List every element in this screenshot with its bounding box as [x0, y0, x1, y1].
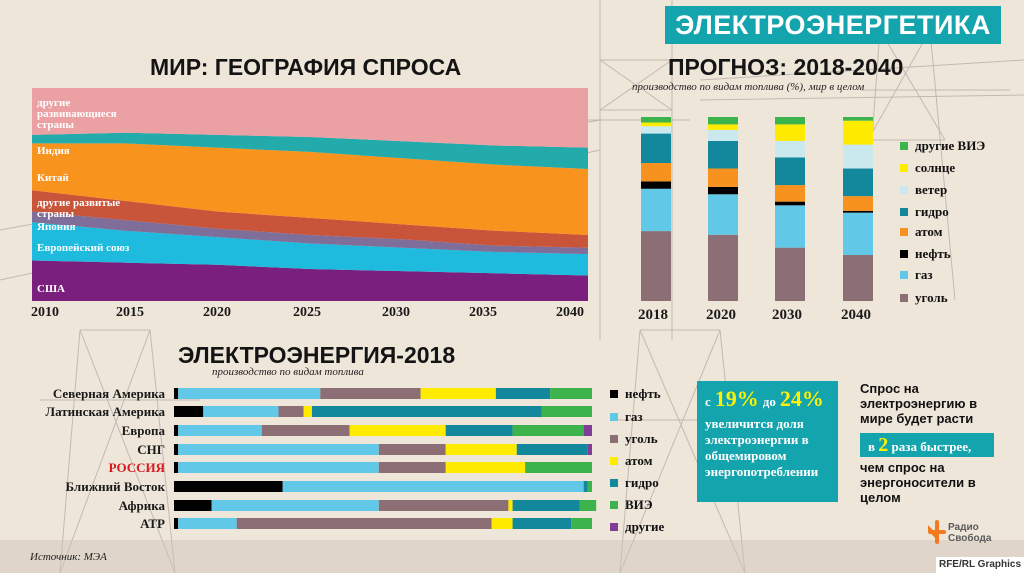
area-x-tick: 2010 — [31, 305, 59, 320]
area-x-tick: 2040 — [556, 305, 584, 320]
demand-box-number: 2 — [878, 434, 889, 456]
radio-svoboda-logo-icon — [925, 520, 946, 544]
forecast-x-tick: 2040 — [841, 307, 871, 323]
legend-wind: ветер — [900, 182, 947, 198]
area-chart-title: МИР: ГЕОГРАФИЯ СПРОСА — [150, 54, 462, 80]
forecast-title: ПРОГНОЗ: 2018-2040 — [668, 54, 904, 80]
legend-oil: нефть — [900, 246, 951, 262]
area-label-japan: Япония — [37, 221, 76, 233]
radio-svoboda-logo-text: Радио Свобода — [948, 522, 992, 544]
graphics-credit: RFE/RL Graphics — [936, 557, 1024, 573]
elec-title: ЭЛЕКТРОЭНЕРГИЯ-2018 — [178, 342, 456, 368]
elec-legend-renewables: ВИЭ — [610, 497, 653, 513]
area-label-developing: другие развивающиеся страны — [37, 97, 117, 131]
area-x-tick: 2015 — [116, 305, 144, 320]
forecast-x-tick: 2018 — [638, 307, 668, 323]
area-label-china: Китай — [37, 172, 69, 184]
legend-coal: уголь — [900, 290, 948, 306]
highlight-mid: до — [762, 394, 776, 409]
area-x-tick: 2020 — [203, 305, 231, 320]
legend-solar: солнце — [900, 160, 955, 176]
legend-nuclear: атом — [900, 224, 943, 240]
forecast-subtitle: производство по видам топлива (%), мир в… — [632, 81, 865, 93]
area-x-tick: 2035 — [469, 305, 497, 320]
demand-note-bottom: чем спрос на энергоносители в целом — [860, 460, 976, 505]
elec-legend-gas: газ — [610, 409, 643, 425]
elec-legend-other: другие — [610, 519, 664, 535]
legend-other-renewables: другие ВИЭ — [900, 138, 985, 154]
elec-legend-coal: уголь — [610, 431, 658, 447]
banner-title: ЭЛЕКТРОЭНЕРГЕТИКА — [665, 6, 1001, 44]
area-label-eu: Европейский союз — [37, 242, 130, 254]
demand-note-top: Спрос на электроэнергию в мире будет рас… — [860, 381, 978, 426]
forecast-x-tick: 2030 — [772, 307, 802, 323]
area-x-tick: 2030 — [382, 305, 410, 320]
elec-legend-nuclear: атом — [610, 453, 653, 469]
legend-gas: газ — [900, 267, 933, 283]
demand-box-post: раза быстрее, — [891, 439, 972, 454]
area-label-india: Индия — [37, 145, 70, 157]
elec-subtitle: производство по видам топлива — [212, 366, 364, 378]
elec-legend-oil: нефть — [610, 386, 661, 402]
source-note: Источник: МЭА — [30, 551, 107, 563]
share-highlight-box: с 19% до 24% увеличится доля электроэнер… — [697, 381, 838, 502]
area-x-tick: 2025 — [293, 305, 321, 320]
highlight-pre: с — [705, 394, 711, 409]
demand-box-pre: в — [868, 439, 876, 454]
legend-hydro: гидро — [900, 204, 949, 220]
area-label-developed: другие развитые страны — [37, 197, 121, 220]
highlight-text: увеличится доля электроэнергии в общемир… — [705, 416, 819, 479]
demand-rate-box: в 2 раза быстрее, — [860, 433, 994, 457]
highlight-to: 24% — [779, 386, 824, 411]
elec-legend-hydro: гидро — [610, 475, 659, 491]
highlight-from: 19% — [714, 386, 759, 411]
area-label-usa: США — [37, 283, 65, 295]
forecast-x-tick: 2020 — [706, 307, 736, 323]
